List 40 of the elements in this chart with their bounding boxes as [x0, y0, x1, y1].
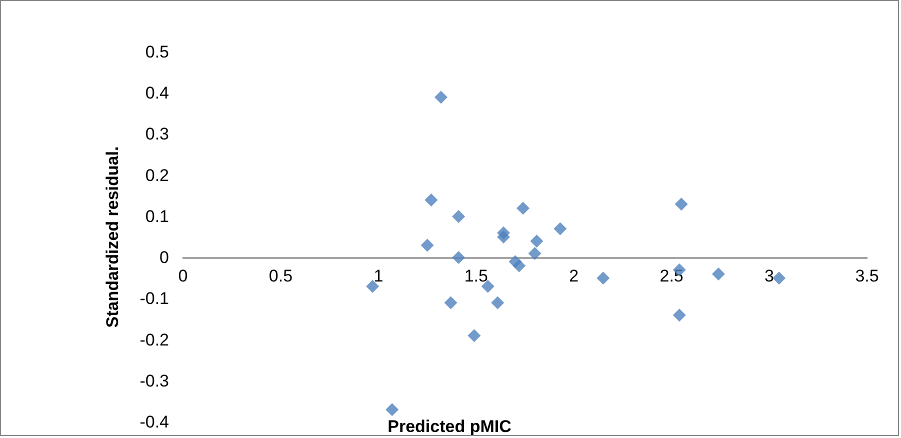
point	[674, 198, 688, 211]
x-tick-label: 3.5	[855, 266, 879, 286]
point	[386, 403, 399, 416]
y-tick-label: 0.5	[145, 42, 169, 62]
x-tick-label: 2.5	[660, 266, 684, 286]
y-tick-label: -0.1	[140, 289, 169, 308]
y-tick-label: 0.1	[145, 206, 169, 226]
point	[596, 272, 610, 285]
y-tick-label: 0.3	[145, 124, 169, 144]
y-tick-label: 0.4	[145, 84, 169, 103]
point	[497, 230, 510, 244]
y-tick-label: -0.4	[140, 412, 169, 432]
point	[366, 280, 380, 293]
y-tick-label: -0.2	[140, 330, 169, 350]
point	[452, 210, 466, 223]
x-tick-label: 0.5	[268, 266, 293, 286]
point	[554, 222, 567, 236]
point	[420, 238, 434, 252]
x-tick-label: 2	[569, 266, 579, 286]
point	[452, 251, 466, 264]
point	[530, 234, 544, 248]
point	[424, 194, 438, 206]
point	[516, 202, 530, 215]
x-tick-label: 3	[764, 266, 774, 286]
point	[491, 296, 504, 310]
point	[528, 246, 542, 260]
y-axis-title: Standardized residual.	[103, 146, 122, 328]
y-tick-label: -0.3	[140, 371, 169, 390]
point	[772, 272, 786, 285]
y-tick-label: 0.2	[145, 166, 169, 185]
y-tick-label: 0	[160, 248, 169, 268]
point	[512, 259, 526, 272]
x-tick-label: 1.5	[464, 266, 488, 286]
x-tick-label: 0	[178, 266, 188, 286]
point	[468, 329, 481, 342]
x-tick-label: 1	[374, 266, 384, 286]
point	[444, 296, 458, 310]
point	[672, 308, 686, 322]
point	[434, 90, 448, 104]
point	[712, 268, 725, 280]
